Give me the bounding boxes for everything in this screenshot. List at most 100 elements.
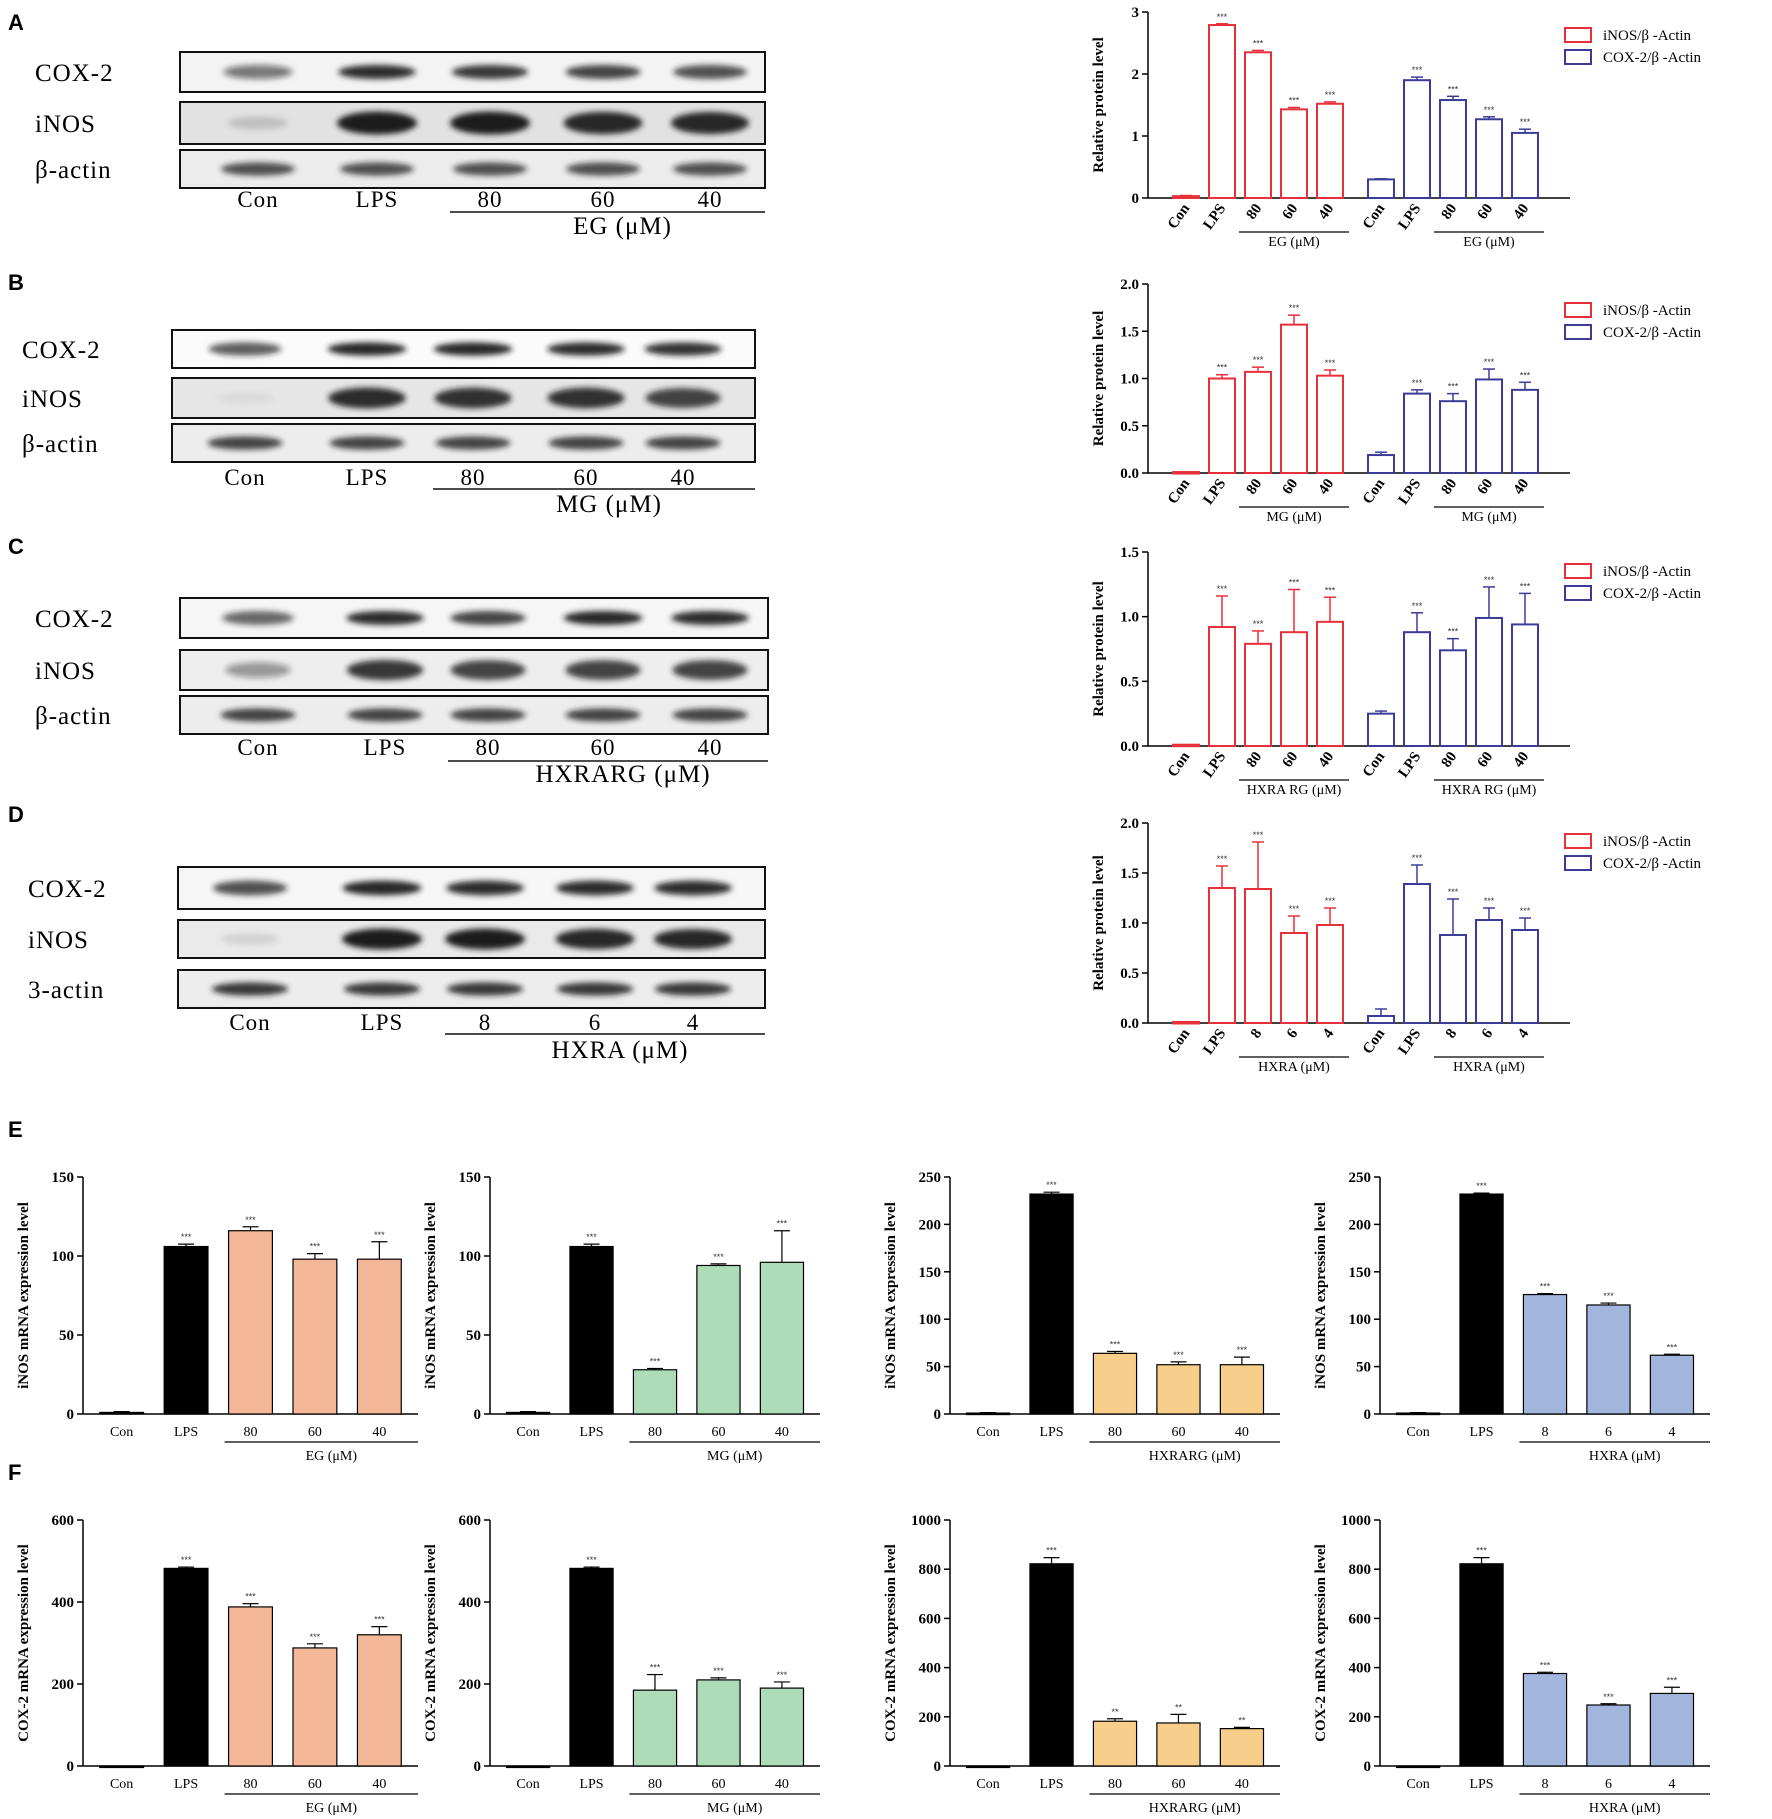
y-tick-label: 100: [52, 1249, 75, 1265]
blot-row-label: β-actin: [35, 703, 112, 730]
x-tick-label: Con: [1406, 1777, 1429, 1792]
x-tick-label: 80: [244, 1425, 258, 1440]
x-tick-label: 8: [1248, 1026, 1265, 1041]
bar: [1475, 118, 1503, 199]
y-tick-label: 250: [1349, 1170, 1372, 1186]
bar: [759, 1687, 805, 1767]
significance-mark: ***: [1448, 84, 1459, 94]
bar: [1029, 1563, 1074, 1767]
significance-mark: ***: [1289, 95, 1300, 105]
protein-band: [671, 611, 749, 625]
treatment-label: HXRA (μM): [1453, 1060, 1525, 1075]
y-tick-label: 0: [934, 1759, 942, 1775]
x-tick-label: 60: [1280, 749, 1302, 770]
bar: [1403, 883, 1431, 1024]
protein-band: [453, 162, 527, 176]
protein-band: [347, 708, 423, 722]
y-tick-label: 1000: [1341, 1513, 1371, 1529]
significance-mark: ***: [1325, 896, 1336, 906]
significance-mark: ***: [1667, 1675, 1678, 1685]
treatment-label: MG (μM): [556, 491, 662, 518]
x-tick-label: 40: [1511, 201, 1533, 222]
protein-band: [450, 660, 526, 680]
bar: [1156, 1364, 1201, 1415]
significance-mark: ***: [1110, 1339, 1121, 1349]
y-tick-label: 200: [1349, 1710, 1372, 1726]
significance-mark: ***: [1217, 363, 1228, 373]
bar: [99, 1411, 145, 1415]
blot-row-label: iNOS: [28, 927, 89, 954]
x-tick-label: Con: [1360, 476, 1389, 508]
lane-label: Con: [229, 1010, 270, 1035]
legend-swatch: [1564, 855, 1592, 871]
x-tick-label: 40: [372, 1777, 386, 1792]
legend-label: COX-2/β -Actin: [1603, 856, 1702, 872]
y-tick-label: 150: [919, 1265, 942, 1281]
mrna-chart-e1: 0 50 100 150 iNOS mRNA expression level Con **…: [16, 1170, 418, 1464]
treatment-label: EG (μM): [306, 1801, 358, 1816]
y-axis-label: COX-2 mRNA expression level: [883, 1544, 899, 1742]
y-tick-label: 2.0: [1120, 816, 1139, 832]
significance-mark: ***: [1520, 906, 1531, 916]
y-tick-label: 800: [919, 1562, 942, 1578]
protein-band: [547, 387, 625, 409]
y-tick-label: 200: [1349, 1217, 1372, 1233]
protein-band: [222, 611, 294, 625]
bar: [696, 1264, 741, 1415]
y-tick-label: 150: [1349, 1265, 1372, 1281]
bar: [1316, 924, 1344, 1024]
bar: [1244, 642, 1272, 747]
series-inos: Con *** LPS *** 80 *** 60 *** 40 HXRA RG (μM): [1165, 578, 1349, 798]
legend-label: iNOS/β -Actin: [1603, 834, 1692, 850]
significance-mark: ***: [181, 1232, 192, 1242]
y-tick-label: 50: [926, 1360, 941, 1376]
bar: [1029, 1193, 1074, 1415]
x-tick-label: 60: [1475, 476, 1497, 497]
legend-label: iNOS/β -Actin: [1603, 28, 1692, 44]
x-tick-label: 40: [372, 1425, 386, 1440]
significance-mark: ***: [1217, 584, 1228, 594]
x-tick-label: 6: [1605, 1777, 1612, 1792]
significance-mark: ***: [1520, 370, 1531, 380]
protein-band: [673, 162, 747, 176]
protein-chart-b: 0.0 0.5 1.0 1.5 2.0 Relative protein level Con…: [1091, 277, 1702, 525]
series-cox2: Con *** LPS *** 80 *** 60 *** 40 MG (μM): [1360, 357, 1544, 525]
x-tick-label: 40: [1511, 749, 1533, 770]
bar: [1367, 1015, 1395, 1024]
significance-mark: ***: [1046, 1546, 1057, 1556]
y-tick-label: 0: [67, 1759, 75, 1775]
significance-mark: ***: [586, 1555, 597, 1565]
blot-row-label: 3-actin: [28, 977, 104, 1004]
bar: [292, 1647, 338, 1767]
bar: [1522, 1672, 1568, 1767]
blot-row-label: COX-2: [22, 337, 101, 364]
x-tick-label: 80: [1244, 749, 1266, 770]
treatment-label: HXRA RG (μM): [1442, 783, 1537, 798]
x-tick-label: 60: [1475, 201, 1497, 222]
series-inos: Con *** LPS *** 8 *** 6 *** 4 HXRA (μM): [1165, 830, 1349, 1075]
bar: [1403, 631, 1431, 747]
bar: [1219, 1728, 1265, 1767]
protein-band: [220, 708, 296, 722]
x-tick-label: 80: [1439, 749, 1461, 770]
x-tick-label: 60: [1171, 1777, 1185, 1792]
y-tick-label: 1: [1132, 129, 1140, 145]
protein-band: [450, 111, 530, 135]
mrna-chart-f2: 0 200 400 600 COX-2 mRNA expression level Con…: [423, 1513, 820, 1816]
bar: [1367, 712, 1395, 748]
protein-band: [342, 880, 422, 896]
protein-band: [451, 65, 529, 79]
blot-row-label: COX-2: [35, 606, 114, 633]
y-tick-label: 0: [934, 1407, 942, 1423]
significance-mark: ***: [1253, 830, 1264, 840]
blot-row-label: COX-2: [35, 60, 114, 87]
bar: [1280, 108, 1308, 199]
bar: [1172, 471, 1200, 475]
significance-mark: **: [1111, 1707, 1119, 1717]
significance-mark: ***: [1325, 585, 1336, 595]
y-tick-label: 0.5: [1120, 966, 1139, 982]
x-tick-label: 80: [1439, 201, 1461, 222]
x-tick-label: 40: [1235, 1777, 1249, 1792]
bar: [356, 1634, 402, 1767]
